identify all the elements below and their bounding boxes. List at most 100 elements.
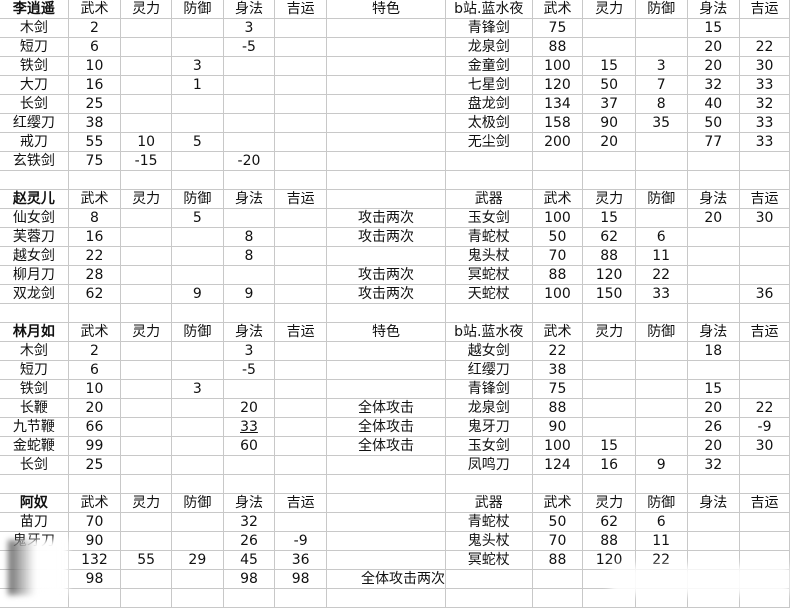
table-cell[interactable]: 3 bbox=[635, 56, 688, 76]
table-cell[interactable] bbox=[120, 18, 172, 38]
table-cell[interactable]: 36 bbox=[739, 284, 790, 304]
table-cell[interactable]: 鬼牙刀 bbox=[445, 417, 533, 437]
column-header-cell[interactable]: 吉运 bbox=[274, 189, 327, 209]
table-cell[interactable]: 1 bbox=[171, 75, 224, 95]
table-cell[interactable]: 青蛇杖 bbox=[445, 227, 533, 247]
table-cell[interactable] bbox=[739, 360, 790, 380]
table-cell[interactable] bbox=[120, 113, 172, 133]
table-cell[interactable] bbox=[582, 398, 636, 418]
table-cell[interactable] bbox=[274, 398, 327, 418]
table-cell[interactable] bbox=[274, 360, 327, 380]
table-cell[interactable] bbox=[223, 303, 276, 323]
column-header-cell[interactable]: 吉运 bbox=[739, 322, 790, 342]
column-header-cell[interactable]: 吉运 bbox=[274, 493, 327, 513]
table-cell[interactable] bbox=[635, 18, 688, 38]
column-header-cell[interactable]: 身法 bbox=[687, 189, 741, 209]
table-cell[interactable] bbox=[582, 303, 636, 323]
table-cell[interactable] bbox=[223, 379, 276, 399]
table-cell[interactable] bbox=[687, 151, 741, 171]
table-cell[interactable] bbox=[68, 170, 122, 190]
table-cell[interactable] bbox=[635, 417, 688, 437]
table-cell[interactable] bbox=[326, 550, 446, 570]
table-cell[interactable] bbox=[274, 170, 327, 190]
table-cell[interactable] bbox=[739, 151, 790, 171]
table-cell[interactable]: 凤鸣刀 bbox=[445, 455, 533, 475]
table-cell[interactable] bbox=[532, 151, 584, 171]
table-cell[interactable]: 50 bbox=[582, 75, 636, 95]
table-cell[interactable]: 70 bbox=[532, 246, 584, 266]
table-cell[interactable]: 32 bbox=[687, 455, 741, 475]
table-cell[interactable]: 6 bbox=[635, 227, 688, 247]
column-header-cell[interactable] bbox=[326, 189, 446, 209]
table-cell[interactable] bbox=[223, 56, 276, 76]
table-cell[interactable]: 70 bbox=[68, 512, 122, 532]
table-cell[interactable]: 26 bbox=[687, 417, 741, 437]
table-cell[interactable]: 9 bbox=[223, 284, 276, 304]
table-cell[interactable]: 150 bbox=[582, 284, 636, 304]
table-cell[interactable]: 20 bbox=[223, 398, 276, 418]
table-cell[interactable] bbox=[274, 227, 327, 247]
table-cell[interactable] bbox=[739, 246, 790, 266]
table-cell[interactable] bbox=[739, 18, 790, 38]
table-cell[interactable] bbox=[739, 170, 790, 190]
table-cell[interactable] bbox=[120, 569, 172, 589]
column-header-cell[interactable]: 武术 bbox=[68, 189, 122, 209]
table-cell[interactable]: 50 bbox=[532, 512, 584, 532]
table-cell[interactable] bbox=[68, 588, 122, 608]
table-cell[interactable]: 青锋剑 bbox=[445, 379, 533, 399]
table-cell[interactable] bbox=[274, 455, 327, 475]
table-cell[interactable]: 15 bbox=[687, 18, 741, 38]
column-header-cell[interactable]: 武术 bbox=[68, 0, 122, 19]
table-cell[interactable]: 11 bbox=[635, 531, 688, 551]
table-cell[interactable] bbox=[274, 379, 327, 399]
table-cell[interactable] bbox=[635, 588, 688, 608]
table-cell[interactable] bbox=[223, 170, 276, 190]
table-cell[interactable]: 8 bbox=[635, 94, 688, 114]
table-cell[interactable]: 29 bbox=[171, 550, 224, 570]
table-cell[interactable] bbox=[120, 398, 172, 418]
table-cell[interactable] bbox=[171, 436, 224, 456]
table-cell[interactable] bbox=[635, 569, 688, 589]
table-cell[interactable]: 10 bbox=[68, 56, 122, 76]
table-cell[interactable]: 玉女剑 bbox=[445, 436, 533, 456]
column-header-cell[interactable]: 身法 bbox=[223, 493, 276, 513]
table-cell[interactable]: 8 bbox=[68, 208, 122, 228]
table-cell[interactable] bbox=[326, 588, 446, 608]
table-cell[interactable] bbox=[171, 18, 224, 38]
table-cell[interactable]: 鬼头杖 bbox=[445, 531, 533, 551]
table-cell[interactable]: 6 bbox=[68, 360, 122, 380]
table-cell[interactable] bbox=[582, 151, 636, 171]
table-cell[interactable]: 16 bbox=[68, 75, 122, 95]
table-cell[interactable] bbox=[687, 550, 741, 570]
table-cell[interactable] bbox=[635, 37, 688, 57]
table-cell[interactable] bbox=[171, 398, 224, 418]
table-cell[interactable]: 攻击两次 bbox=[326, 284, 446, 304]
table-cell[interactable] bbox=[326, 474, 446, 494]
table-cell[interactable] bbox=[739, 512, 790, 532]
table-cell[interactable] bbox=[687, 588, 741, 608]
table-cell[interactable]: 25 bbox=[68, 455, 122, 475]
table-cell[interactable]: 98 bbox=[274, 569, 327, 589]
table-cell[interactable]: 37 bbox=[582, 94, 636, 114]
table-cell[interactable]: 鬼牙刀 bbox=[0, 531, 69, 551]
table-cell[interactable]: 62 bbox=[68, 284, 122, 304]
table-cell[interactable]: 88 bbox=[532, 550, 584, 570]
column-header-cell[interactable]: 武术 bbox=[532, 189, 584, 209]
table-cell[interactable] bbox=[223, 132, 276, 152]
table-cell[interactable]: 33 bbox=[739, 132, 790, 152]
column-header-cell[interactable]: 灵力 bbox=[582, 0, 636, 19]
table-cell[interactable]: 45 bbox=[223, 550, 276, 570]
table-cell[interactable]: 鬼头杖 bbox=[445, 246, 533, 266]
table-cell[interactable] bbox=[274, 94, 327, 114]
column-header-cell[interactable]: 防御 bbox=[635, 0, 688, 19]
table-cell[interactable] bbox=[635, 341, 688, 361]
table-cell[interactable] bbox=[0, 474, 69, 494]
table-cell[interactable] bbox=[120, 474, 172, 494]
table-cell[interactable] bbox=[274, 341, 327, 361]
table-cell[interactable] bbox=[120, 94, 172, 114]
column-header-cell[interactable]: b站.蓝水夜 bbox=[445, 0, 533, 19]
table-cell[interactable] bbox=[326, 151, 446, 171]
table-cell[interactable]: 70 bbox=[532, 531, 584, 551]
table-cell[interactable] bbox=[171, 341, 224, 361]
